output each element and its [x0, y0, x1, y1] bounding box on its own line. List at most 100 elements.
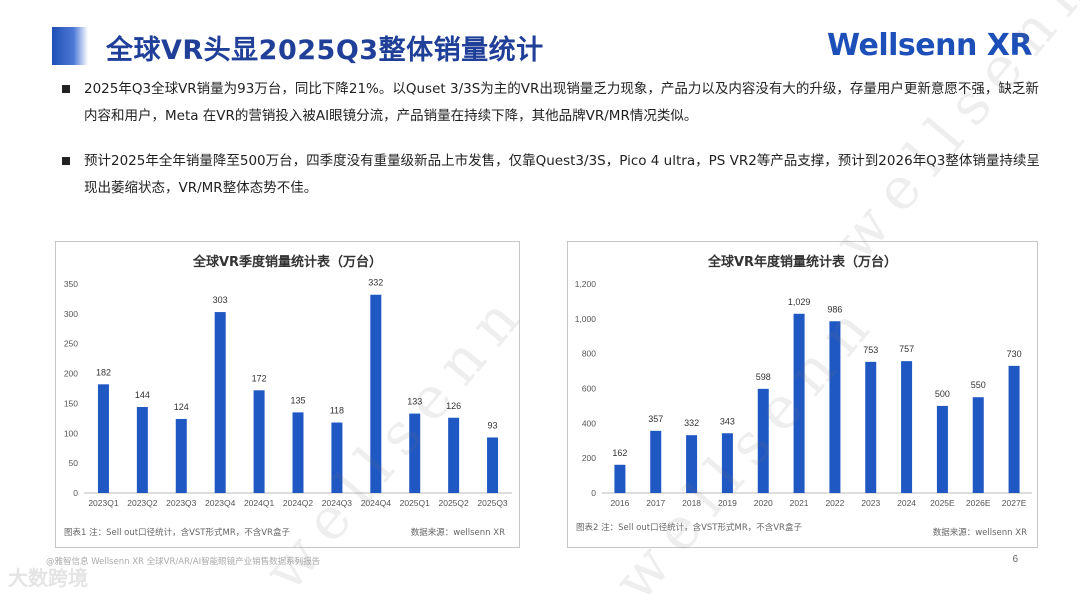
data-label: 757	[899, 344, 914, 354]
x-tick-label: 2023	[861, 498, 880, 508]
data-label: 598	[756, 372, 771, 382]
x-tick-label: 2025E	[930, 498, 955, 508]
y-tick-label: 300	[64, 309, 78, 319]
bar	[757, 388, 769, 493]
data-label: 135	[290, 395, 305, 405]
page-number: 6	[1012, 554, 1018, 565]
chart-title: 全球VR年度销量统计表（万台）	[707, 254, 897, 270]
bar	[175, 418, 187, 493]
chart-note: 图表2 注：Sell out口径统计，含VST形式MR，不含VR盒子	[576, 523, 802, 533]
x-tick-label: 2017	[646, 498, 665, 508]
y-tick-label: 1,000	[575, 314, 597, 324]
data-label: 550	[971, 380, 986, 390]
data-label: 753	[863, 345, 878, 355]
y-tick-label: 200	[582, 453, 596, 463]
bar	[793, 313, 805, 493]
x-tick-label: 2020	[754, 498, 773, 508]
bar	[686, 435, 698, 493]
bar	[253, 390, 265, 493]
x-tick-label: 2018	[682, 498, 701, 508]
data-label: 133	[407, 397, 422, 407]
x-tick-label: 2026E	[966, 498, 991, 508]
data-label: 343	[720, 416, 735, 426]
bar	[721, 433, 733, 493]
x-tick-label: 2024	[897, 498, 916, 508]
x-tick-label: 2023Q4	[205, 498, 236, 508]
bar	[650, 430, 662, 493]
x-tick-label: 2021	[790, 498, 809, 508]
annual-chart: 全球VR年度销量统计表（万台） 0 200 400 600 800 1,000 1,200 16…	[575, 254, 1032, 508]
bullet-text: 预计2025年全年销量降至500万台，四季度没有重量级新品上市发售，仅靠Ques…	[84, 153, 1040, 196]
data-label: 357	[648, 414, 663, 424]
bullet-item: 2025年Q3全球VR销量为93万台，同比下降21%。以Quset 3/3S为主…	[62, 76, 1042, 130]
bar	[972, 397, 984, 493]
y-tick-label: 0	[73, 488, 78, 498]
data-label: 162	[612, 448, 627, 458]
bar	[331, 422, 343, 493]
bullet-square-icon	[62, 85, 70, 93]
x-tick-label: 2023Q1	[88, 498, 119, 508]
bar	[487, 437, 499, 493]
x-tick-label: 2019	[718, 498, 737, 508]
x-tick-label: 2024Q2	[283, 498, 314, 508]
page-title: 全球VR头显2025Q3整体销量统计	[106, 35, 544, 66]
y-tick-label: 0	[591, 488, 596, 498]
x-tick-label: 2022	[825, 498, 844, 508]
summary-bullets: 2025年Q3全球VR销量为93万台，同比下降21%。以Quset 3/3S为主…	[62, 76, 1042, 220]
x-tick-label: 2027E	[1002, 498, 1027, 508]
chart-note: 图表1 注：Sell out口径统计，含VST形式MR，不含VR盒子	[64, 528, 290, 538]
x-tick-label: 2023Q3	[166, 498, 197, 508]
bar	[136, 407, 148, 493]
bullet-text: 2025年Q3全球VR销量为93万台，同比下降21%。以Quset 3/3S为主…	[84, 81, 1039, 124]
y-tick-label: 100	[64, 428, 78, 438]
chart-title: 全球VR季度销量统计表（万台）	[192, 254, 382, 270]
data-label: 144	[135, 390, 150, 400]
y-tick-label: 150	[64, 398, 78, 408]
data-label: 500	[935, 389, 950, 399]
footer-source: @雅智信息 Wellsenn XR 全球VR/AR/AI智能眼镜产业销售数据系列…	[46, 557, 321, 567]
title-accent-bar	[52, 27, 88, 65]
y-tick-label: 200	[64, 369, 78, 379]
y-tick-label: 600	[582, 384, 596, 394]
y-tick-label: 250	[64, 339, 78, 349]
data-label: 182	[96, 367, 111, 377]
x-tick-label: 2025Q1	[400, 498, 431, 508]
data-label: 730	[1007, 349, 1022, 359]
x-tick-label: 2024Q1	[244, 498, 275, 508]
x-tick-label: 2016	[610, 498, 629, 508]
x-tick-label: 2025Q3	[477, 498, 508, 508]
x-tick-label: 2025Q2	[439, 498, 470, 508]
data-label: 126	[446, 401, 461, 411]
bar	[409, 413, 421, 493]
quarterly-chart-panel: 全球VR季度销量统计表（万台） 0 50 100 150 200 250 300 350 182 2…	[55, 241, 520, 548]
data-label: 986	[827, 304, 842, 314]
bar	[370, 294, 382, 493]
x-tick-label: 2024Q3	[322, 498, 353, 508]
bar	[292, 412, 304, 493]
data-label: 303	[213, 295, 228, 305]
y-tick-label: 50	[69, 458, 79, 468]
x-tick-label: 2023Q2	[127, 498, 158, 508]
y-tick-label: 400	[582, 418, 596, 428]
bar	[97, 384, 109, 493]
data-label: 118	[330, 406, 344, 416]
data-label: 332	[368, 278, 383, 288]
bar	[614, 464, 626, 493]
chart-source: 数据来源：wellsenn XR	[932, 528, 1027, 538]
data-label: 1,029	[788, 297, 811, 307]
data-label: 172	[252, 373, 267, 383]
y-tick-label: 1,200	[575, 279, 597, 289]
bar	[214, 312, 226, 493]
watermark-brand-logo: 大数跨境	[8, 566, 88, 590]
data-label: 124	[174, 402, 189, 412]
y-tick-label: 800	[582, 349, 596, 359]
brand-logo: Wellsenn XR	[826, 28, 1033, 63]
data-label: 93	[488, 420, 498, 430]
bullet-item: 预计2025年全年销量降至500万台，四季度没有重量级新品上市发售，仅靠Ques…	[62, 148, 1042, 202]
bar	[829, 321, 841, 493]
chart-source: 数据来源：wellsenn XR	[410, 528, 505, 538]
bar	[901, 361, 913, 493]
quarterly-chart: 全球VR季度销量统计表（万台） 0 50 100 150 200 250 300 350 182 2…	[64, 254, 512, 508]
bar	[865, 361, 877, 493]
y-tick-label: 350	[64, 279, 78, 289]
